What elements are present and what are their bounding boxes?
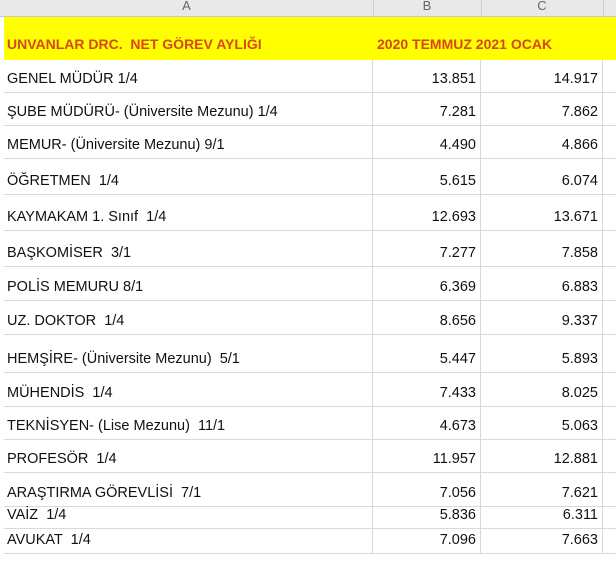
2021-ocak-cell[interactable]: 4.866: [481, 126, 603, 158]
title-cell[interactable]: AVUKAT 1/4: [4, 529, 373, 553]
2020-temmuz-cell[interactable]: 7.281: [373, 93, 481, 125]
title-cell[interactable]: GENEL MÜDÜR 1/4: [4, 60, 373, 92]
2020-temmuz-cell[interactable]: 7.096: [373, 529, 481, 553]
2020-temmuz-cell[interactable]: 4.673: [373, 407, 481, 439]
2021-ocak-cell[interactable]: 6.074: [481, 159, 603, 194]
2021-ocak-cell[interactable]: 6.311: [481, 507, 603, 528]
header-period-cell[interactable]: 2020 TEMMUZ 2021 OCAK: [377, 36, 553, 52]
table-row: MÜHENDİS 1/4 7.433 8.025: [4, 373, 616, 407]
2021-ocak-cell[interactable]: 6.883: [481, 267, 603, 300]
table-row: ÖĞRETMEN 1/4 5.615 6.074: [4, 159, 616, 195]
2021-ocak-cell[interactable]: 5.893: [481, 335, 603, 372]
title-cell[interactable]: MÜHENDİS 1/4: [4, 373, 373, 406]
title-cell[interactable]: POLİS MEMURU 8/1: [4, 267, 373, 300]
2021-ocak-cell[interactable]: 7.858: [481, 231, 603, 266]
column-header-b[interactable]: B: [373, 0, 482, 16]
2021-ocak-cell[interactable]: 14.917: [481, 60, 603, 92]
table-row: POLİS MEMURU 8/1 6.369 6.883: [4, 267, 616, 301]
2020-temmuz-cell[interactable]: 11.957: [373, 440, 481, 472]
2021-ocak-cell[interactable]: 7.621: [481, 473, 603, 506]
column-header-a[interactable]: A: [0, 0, 374, 16]
table-row: MEMUR- (Üniversite Mezunu) 9/1 4.490 4.866: [4, 126, 616, 159]
table-row: UZ. DOKTOR 1/4 8.656 9.337: [4, 301, 616, 335]
2020-temmuz-cell[interactable]: 5.615: [373, 159, 481, 194]
table-row: BAŞKOMİSER 3/1 7.277 7.858: [4, 231, 616, 267]
2020-temmuz-cell[interactable]: 12.693: [373, 195, 481, 230]
header-title-cell[interactable]: UNVANLAR DRC. NET GÖREV AYLIĞI: [7, 36, 262, 52]
table-row: AVUKAT 1/4 7.096 7.663: [4, 529, 616, 554]
table-row: TEKNİSYEN- (Lise Mezunu) 11/1 4.673 5.063: [4, 407, 616, 440]
2020-temmuz-cell[interactable]: 5.447: [373, 335, 481, 372]
2020-temmuz-cell[interactable]: 7.056: [373, 473, 481, 506]
table-row: GENEL MÜDÜR 1/4 13.851 14.917: [4, 60, 616, 93]
column-header-c[interactable]: C: [481, 0, 604, 16]
2021-ocak-cell[interactable]: 5.063: [481, 407, 603, 439]
title-cell[interactable]: ARAŞTIRMA GÖREVLİSİ 7/1: [4, 473, 373, 506]
title-cell[interactable]: TEKNİSYEN- (Lise Mezunu) 11/1: [4, 407, 373, 439]
2020-temmuz-cell[interactable]: 4.490: [373, 126, 481, 158]
title-cell[interactable]: ÖĞRETMEN 1/4: [4, 159, 373, 194]
2021-ocak-cell[interactable]: 12.881: [481, 440, 603, 472]
2020-temmuz-cell[interactable]: 13.851: [373, 60, 481, 92]
2020-temmuz-cell[interactable]: 7.277: [373, 231, 481, 266]
2020-temmuz-cell[interactable]: 7.433: [373, 373, 481, 406]
title-cell[interactable]: PROFESÖR 1/4: [4, 440, 373, 472]
table-row: PROFESÖR 1/4 11.957 12.881: [4, 440, 616, 473]
title-cell[interactable]: BAŞKOMİSER 3/1: [4, 231, 373, 266]
title-cell[interactable]: HEMŞİRE- (Üniversite Mezunu) 5/1: [4, 335, 373, 372]
table-row: ARAŞTIRMA GÖREVLİSİ 7/1 7.056 7.621: [4, 473, 616, 507]
table-row: VAİZ 1/4 5.836 6.311: [4, 507, 616, 529]
table-row: HEMŞİRE- (Üniversite Mezunu) 5/1 5.447 5.8…: [4, 335, 616, 373]
2021-ocak-cell[interactable]: 7.663: [481, 529, 603, 553]
2021-ocak-cell[interactable]: 7.862: [481, 93, 603, 125]
title-cell[interactable]: VAİZ 1/4: [4, 507, 373, 528]
2021-ocak-cell[interactable]: 9.337: [481, 301, 603, 334]
column-headers: A B C: [0, 0, 616, 17]
title-cell[interactable]: MEMUR- (Üniversite Mezunu) 9/1: [4, 126, 373, 158]
title-cell[interactable]: ŞUBE MÜDÜRÜ- (Üniversite Mezunu) 1/4: [4, 93, 373, 125]
header-row: UNVANLAR DRC. NET GÖREV AYLIĞI 2020 TEMM…: [4, 17, 616, 60]
2020-temmuz-cell[interactable]: 8.656: [373, 301, 481, 334]
table-row: ŞUBE MÜDÜRÜ- (Üniversite Mezunu) 1/4 7.28…: [4, 93, 616, 126]
title-cell[interactable]: KAYMAKAM 1. Sınıf 1/4: [4, 195, 373, 230]
2021-ocak-cell[interactable]: 13.671: [481, 195, 603, 230]
table-row: KAYMAKAM 1. Sınıf 1/4 12.693 13.671: [4, 195, 616, 231]
2020-temmuz-cell[interactable]: 5.836: [373, 507, 481, 528]
title-cell[interactable]: UZ. DOKTOR 1/4: [4, 301, 373, 334]
2020-temmuz-cell[interactable]: 6.369: [373, 267, 481, 300]
2021-ocak-cell[interactable]: 8.025: [481, 373, 603, 406]
